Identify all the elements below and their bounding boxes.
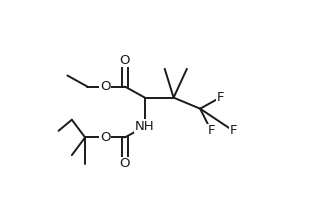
Text: F: F [208,124,215,137]
Text: F: F [216,91,224,104]
Text: NH: NH [135,120,155,133]
Text: O: O [120,54,130,67]
Text: O: O [120,157,130,170]
Text: O: O [100,80,110,93]
Text: O: O [100,131,110,144]
Text: F: F [230,124,237,137]
